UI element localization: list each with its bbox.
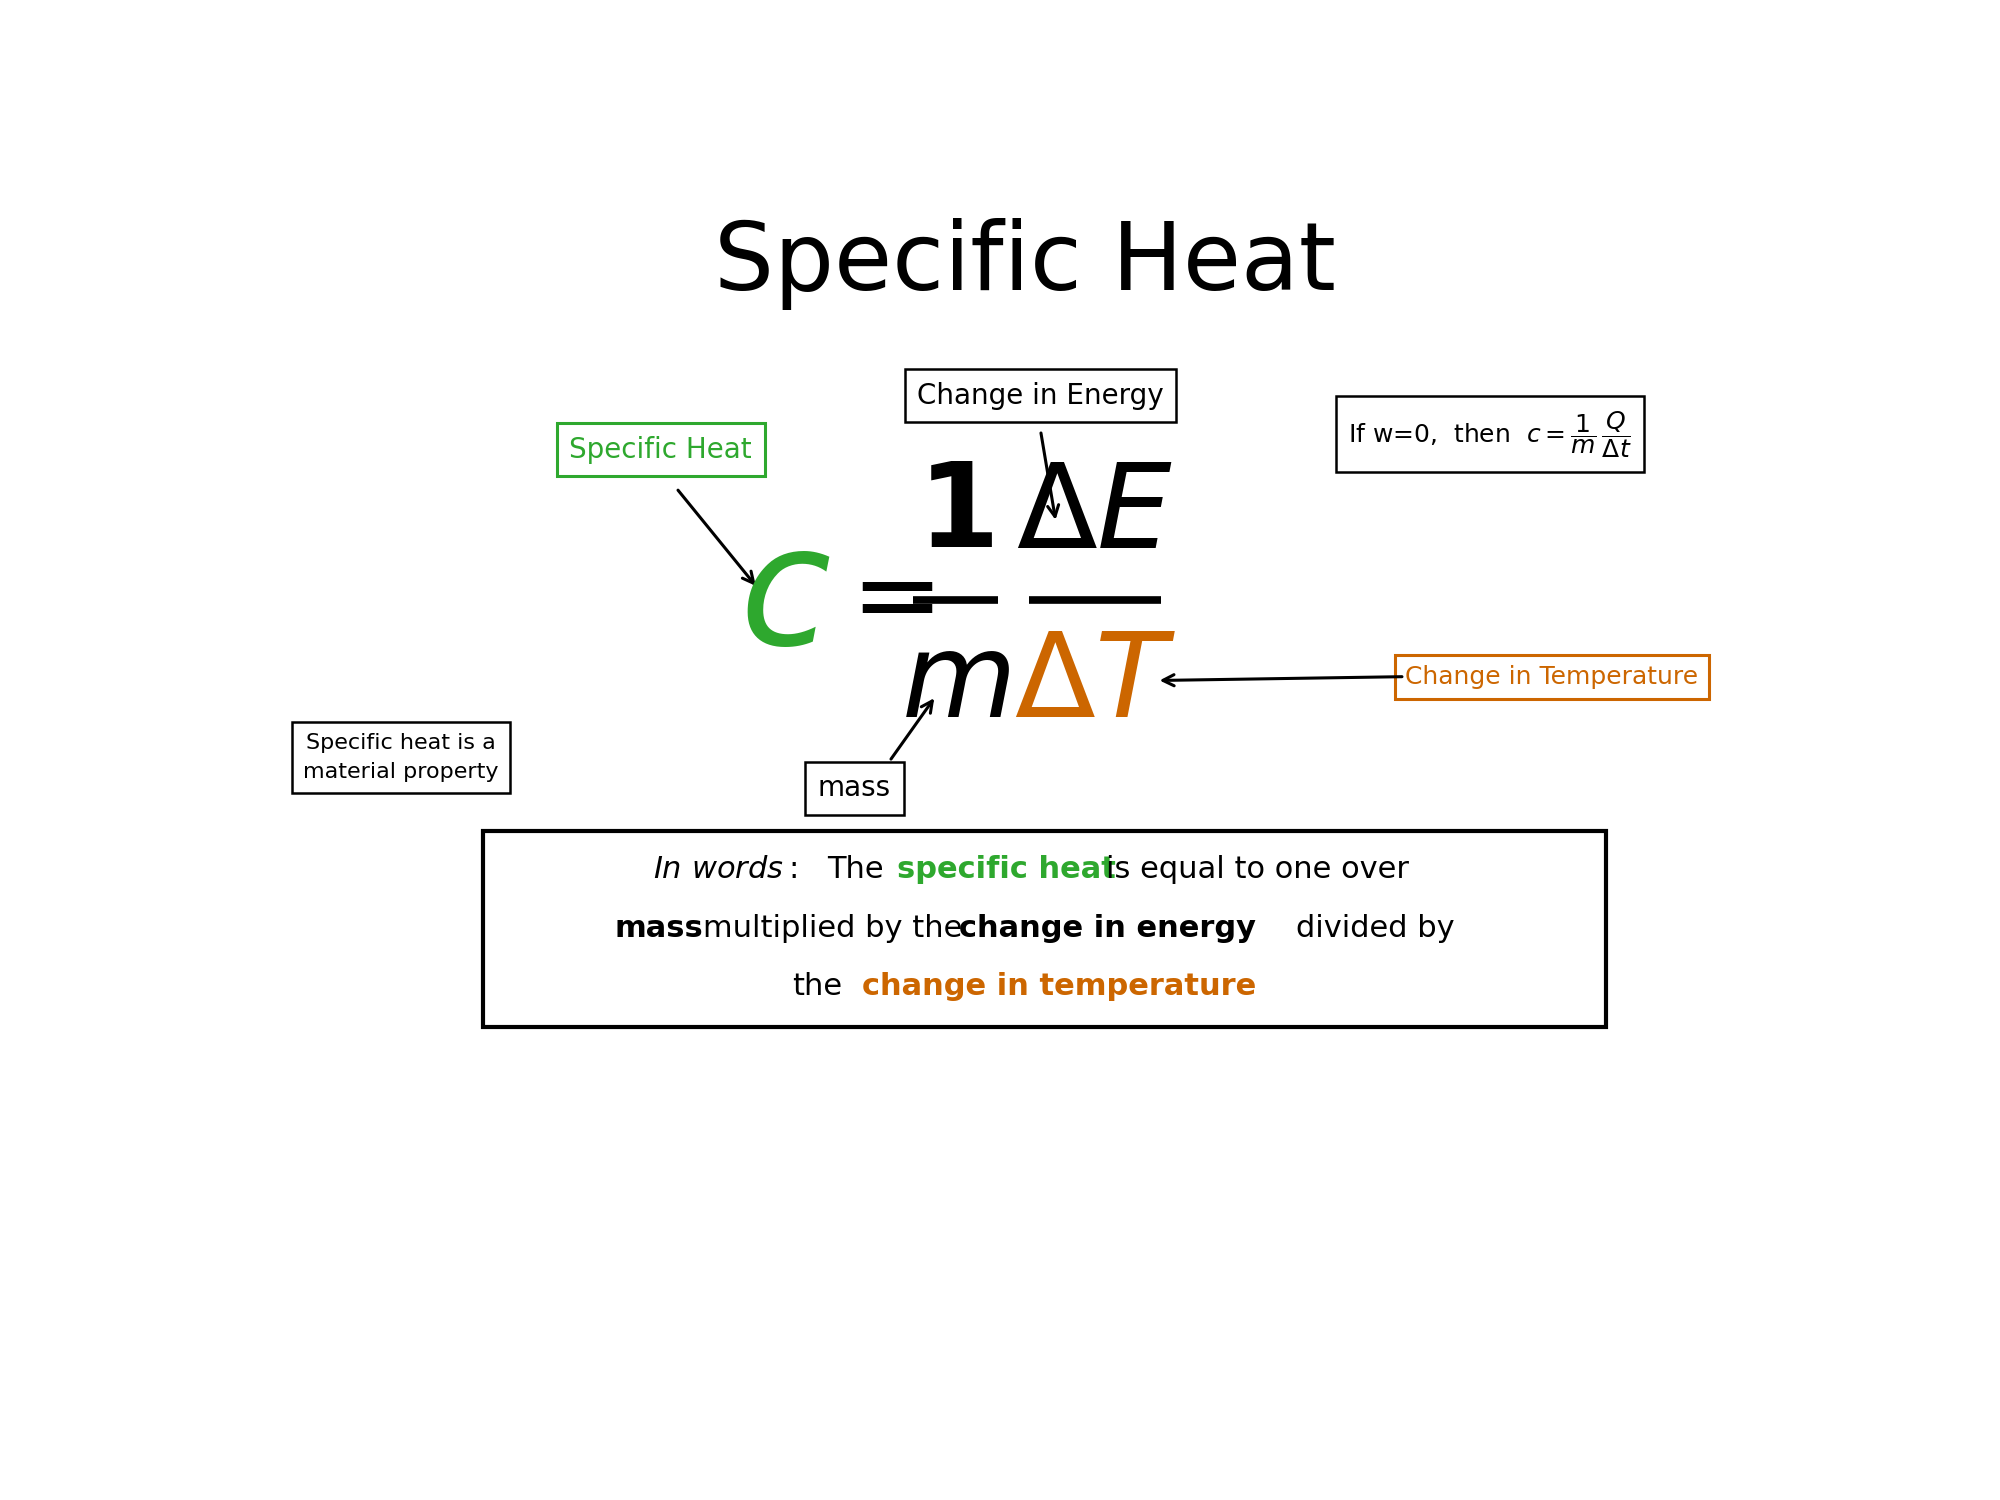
Text: Specific Heat: Specific Heat xyxy=(570,435,752,463)
Text: If w=0,  then  $c = \dfrac{1}{m}\,\dfrac{Q}{\Delta t}$: If w=0, then $c = \dfrac{1}{m}\,\dfrac{Q… xyxy=(1348,408,1632,459)
Text: specific heat: specific heat xyxy=(898,855,1116,883)
Text: Change in Energy: Change in Energy xyxy=(918,381,1164,410)
FancyBboxPatch shape xyxy=(482,831,1606,1028)
Text: $\mathit{In\ words:}$: $\mathit{In\ words:}$ xyxy=(652,855,798,883)
Text: $c$: $c$ xyxy=(740,519,830,680)
Text: is equal to one over: is equal to one over xyxy=(1106,855,1410,883)
Text: Specific Heat: Specific Heat xyxy=(714,219,1336,310)
Text: The: The xyxy=(828,855,884,883)
Text: change in temperature: change in temperature xyxy=(862,972,1256,1002)
Text: $\Delta T$: $\Delta T$ xyxy=(1014,627,1176,741)
Text: the: the xyxy=(792,972,842,1002)
Text: mass: mass xyxy=(818,774,892,802)
Text: divided by: divided by xyxy=(1296,914,1454,944)
Text: Specific heat is a
material property: Specific heat is a material property xyxy=(304,732,498,783)
Text: mass: mass xyxy=(614,914,704,944)
Text: $\Delta E$: $\Delta E$ xyxy=(1016,458,1174,572)
Text: $m$: $m$ xyxy=(900,627,1010,741)
Text: change in energy: change in energy xyxy=(960,914,1256,944)
Text: Change in Temperature: Change in Temperature xyxy=(1406,664,1698,688)
Text: multiplied by the: multiplied by the xyxy=(704,914,962,944)
Text: $=$: $=$ xyxy=(830,546,934,652)
Text: $\mathbf{1}$: $\mathbf{1}$ xyxy=(918,458,994,573)
